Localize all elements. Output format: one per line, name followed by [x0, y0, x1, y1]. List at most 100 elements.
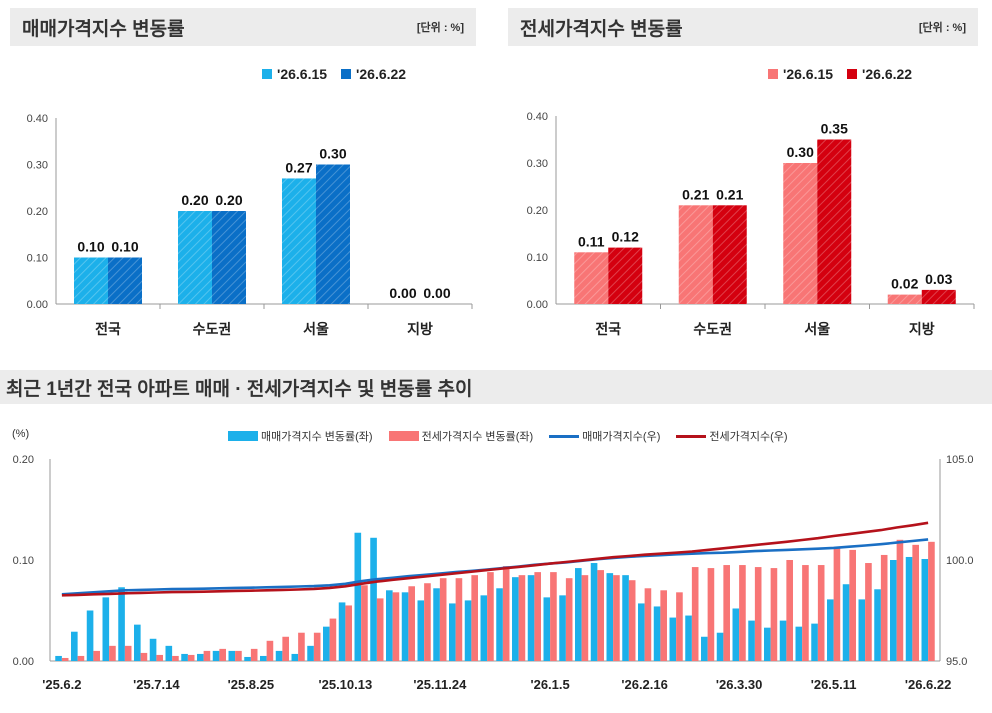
bottom-bar-sale-15	[291, 653, 299, 661]
bottom-bar-sale-21	[386, 590, 393, 661]
bottom-bar-sale-14	[275, 650, 283, 661]
bottom-bar-sale-19	[354, 532, 362, 661]
right-bar-1-1	[712, 205, 747, 304]
left-category-3: 지방	[407, 321, 433, 337]
left-bar-label-2-1: 0.30	[319, 146, 346, 162]
bottom-bar-sale-7	[165, 645, 173, 661]
bottom-legend-swatch-3	[549, 434, 580, 438]
bottom-bar-sale-48	[811, 623, 818, 661]
bottom-bar-sale-25	[449, 603, 456, 661]
right-ytick-4: 0.40	[527, 111, 548, 123]
bottom-bar-sale-46	[779, 620, 787, 661]
bottom-bar-jeonse-45	[770, 568, 778, 661]
bottom-bar-sale-0	[55, 655, 62, 661]
bottom-bar-jeonse-36	[628, 580, 636, 661]
bottom-bar-jeonse-19	[361, 585, 368, 661]
bottom-legend-label-4: 전세가격지수(우)	[709, 431, 788, 443]
bottom-bar-sale-45	[764, 627, 771, 661]
bottom-xtick-4: '25.11.24	[413, 677, 467, 692]
bottom-bar-sale-18	[338, 602, 346, 661]
right-legend-swatch-1	[768, 69, 778, 79]
bottom-bar-sale-51	[858, 599, 866, 661]
bottom-bar-jeonse-18	[345, 605, 352, 661]
left-bar-label-2-0: 0.27	[285, 159, 312, 175]
left-bar-1-1	[212, 211, 246, 304]
bottom-bar-jeonse-34	[597, 570, 604, 661]
right-panel-header: 전세가격지수 변동률 [단위 : %]	[508, 8, 978, 46]
bottom-bar-jeonse-23	[424, 583, 431, 661]
bottom-bar-jeonse-25	[455, 578, 463, 661]
left-panel-title: 매매가격지수 변동률	[22, 18, 185, 40]
right-bar-label-1-1: 0.21	[716, 186, 743, 202]
bottom-bar-jeonse-44	[754, 567, 762, 661]
bottom-xtick-2: '25.8.25	[228, 677, 274, 692]
bottom-line-sale-index	[61, 538, 929, 596]
bottom-bar-jeonse-14	[282, 636, 289, 661]
right-category-3: 지방	[909, 321, 935, 337]
right-bar-label-0-1: 0.12	[612, 229, 639, 245]
left-legend-label-2: '26.6.22	[356, 66, 407, 82]
right-legend: '26.6.15 '26.6.22	[768, 66, 912, 82]
bottom-bar-sale-12	[244, 656, 251, 661]
bottom-legend-item-4: 전세가격지수(우)	[676, 428, 788, 444]
right-bar-label-2-0: 0.30	[787, 144, 814, 160]
bottom-combo-chart: 0.00 0.10 0.20 95.0 100.0 105.0 '25.6.2 '25.7.1…	[13, 454, 974, 692]
bottom-bar-sale-28	[496, 588, 503, 661]
bottom-bar-jeonse-41	[707, 568, 715, 661]
bottom-bar-jeonse-16	[313, 632, 321, 661]
right-ytick-0: 0.00	[527, 299, 548, 311]
left-category-2: 서울	[303, 321, 329, 337]
left-ytick-2: 0.20	[27, 206, 48, 218]
bottom-bar-sale-26	[464, 600, 472, 661]
bottom-bar-sale-2	[86, 610, 94, 661]
left-bar-label-1-0: 0.20	[181, 192, 208, 208]
bottom-xtick-6: '26.2.16	[621, 677, 667, 692]
bottom-bar-jeonse-33	[581, 575, 589, 661]
right-bar-2-1	[817, 139, 852, 304]
bottom-bar-jeonse-53	[896, 539, 904, 661]
bottom-bar-sale-32	[559, 595, 566, 661]
left-panel-unit: [단위 : %]	[416, 22, 464, 34]
bottom-bar-jeonse-46	[786, 560, 793, 661]
left-bar-label-3-0: 0.00	[389, 285, 416, 301]
right-bar-2-0	[783, 163, 818, 304]
bottom-bar-sale-43	[732, 608, 740, 661]
bottom-bar-sale-41	[701, 636, 708, 661]
right-bar-chart: 0.00 0.10 0.20 0.30 0.40 전국 0.11 0.12 수도권 0.21 0.2…	[527, 111, 975, 337]
bottom-bar-jeonse-38	[660, 590, 667, 661]
bottom-bar-sale-16	[307, 645, 314, 661]
right-panel-unit: [단위 : %]	[918, 22, 966, 34]
bottom-bar-jeonse-2	[93, 650, 100, 661]
bottom-bar-sale-55	[921, 558, 929, 661]
bottom-bar-sale-40	[685, 615, 692, 661]
bottom-legend-swatch-1	[228, 431, 258, 441]
bottom-bar-sale-4	[118, 587, 125, 661]
left-bar-label-1-1: 0.20	[215, 192, 242, 208]
bottom-xtick-9: '26.6.22	[905, 677, 951, 692]
bottom-bar-jeonse-40	[691, 567, 699, 661]
left-bar-1-0	[178, 211, 212, 304]
bottom-bar-jeonse-39	[676, 592, 683, 661]
bottom-bar-jeonse-1	[77, 655, 85, 661]
bottom-left-unit: (%)	[12, 428, 30, 440]
left-bar-2-0	[282, 178, 316, 304]
bottom-xtick-1: '25.7.14	[133, 677, 180, 692]
bottom-bar-jeonse-20	[376, 598, 384, 661]
bottom-bar-jeonse-12	[250, 648, 258, 661]
bottom-legend-item-3: 매매가격지수(우)	[549, 428, 660, 444]
bottom-bar-jeonse-6	[156, 654, 163, 661]
right-bar-3-0	[887, 294, 922, 304]
left-bar-label-3-1: 0.00	[423, 285, 450, 301]
bottom-bar-sale-35	[606, 573, 614, 661]
bottom-bar-jeonse-37	[644, 588, 652, 661]
bottom-bar-sale-6	[149, 638, 157, 661]
right-ytick-2: 0.20	[527, 205, 548, 217]
bottom-bar-sale-44	[748, 620, 755, 661]
right-bar-0-0	[574, 252, 609, 304]
bottom-bar-sale-24	[433, 588, 440, 661]
bottom-bar-jeonse-47	[802, 565, 809, 661]
bottom-bar-jeonse-55	[928, 541, 935, 661]
right-legend-swatch-2	[847, 69, 858, 79]
bottom-panel-title: 최근 1년간 전국 아파트 매매 · 전세가격지수 및 변동률 추이	[0, 370, 992, 404]
right-bar-0-1	[608, 247, 643, 304]
